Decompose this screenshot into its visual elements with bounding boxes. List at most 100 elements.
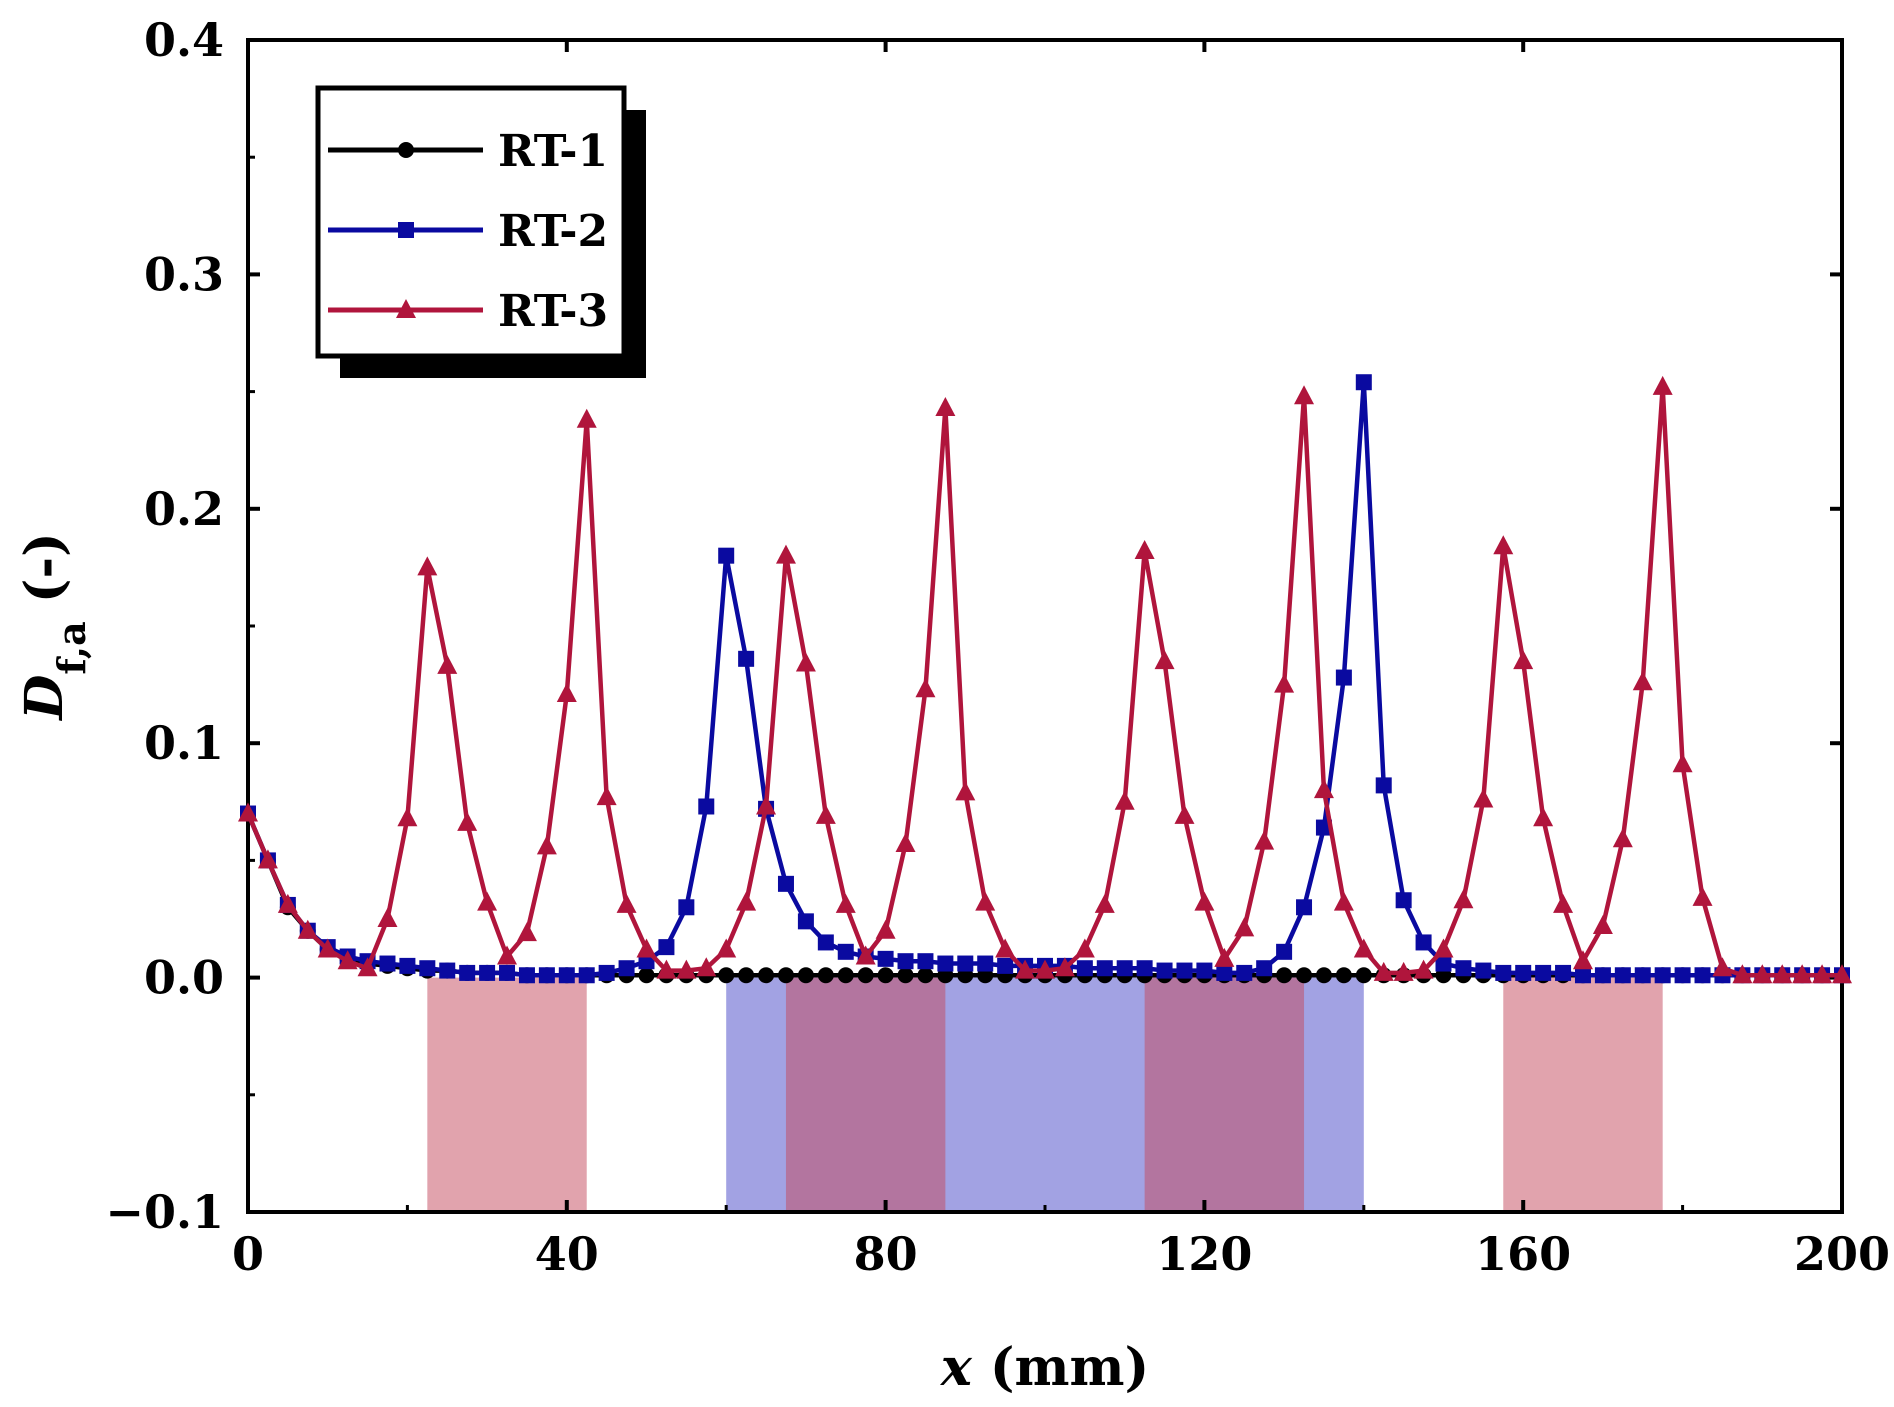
data-point-rt-2 [1156,962,1173,979]
data-point-rt-2 [1335,669,1352,686]
data-point-rt-3 [1652,375,1673,395]
data-point-rt-2 [997,957,1014,974]
data-point-rt-3 [277,893,298,913]
data-point-rt-2 [957,955,974,972]
data-point-rt-1 [1355,967,1372,984]
data-point-rt-3 [716,938,737,958]
data-point-rt-3 [1234,917,1255,937]
data-point-rt-3 [915,678,936,698]
data-point-rt-3 [238,802,258,822]
data-point-rt-2 [718,547,735,564]
data-point-rt-3 [1712,957,1733,977]
data-point-rt-2 [459,964,476,981]
data-point-rt-3 [377,908,398,927]
data-point-rt-3 [835,893,856,913]
data-point-rt-3 [1672,753,1693,773]
y-axis-title-unit: (-) [14,532,75,621]
data-point-rt-1 [777,967,794,984]
data-point-rt-3 [736,891,757,911]
data-point-rt-2 [1495,964,1512,981]
data-point-rt-3 [1035,959,1055,979]
data-point-rt-3 [955,781,976,801]
x-tick-label: 120 [1156,1227,1252,1281]
data-point-rt-3 [1054,957,1075,977]
y-tick-label: 0.0 [144,951,224,1005]
data-point-rt-2 [578,967,595,984]
data-point-rt-3 [815,804,836,824]
data-point-rt-3 [775,544,796,564]
data-point-rt-3 [756,795,777,815]
legend: RT-1 RT-2 RT-3 [315,85,646,378]
data-point-rt-2 [1196,962,1213,979]
data-point-rt-2 [1355,374,1372,391]
data-point-rt-3 [895,832,916,852]
data-point-rt-2 [1455,960,1472,977]
data-point-rt-1 [897,967,914,984]
data-point-rt-3 [1732,964,1753,984]
data-point-rt-2 [678,899,695,916]
data-point-rt-2 [1574,967,1591,984]
data-point-rt-1 [1315,967,1332,984]
series-line-rt-3 [245,384,1842,978]
x-tick-label: 40 [535,1227,599,1281]
y-axis-title-group: Df,a (-) [14,532,94,721]
y-tick-label: 0.1 [144,716,224,770]
data-point-rt-3 [417,556,438,576]
data-point-rt-2 [1555,964,1572,981]
data-point-rt-3 [397,807,418,827]
legend-marker-rt-2 [398,222,414,238]
data-point-rt-2 [518,967,535,984]
data-point-rt-2 [419,960,436,977]
shaded-band-rt-3-0 [427,977,587,1212]
data-point-rt-3 [257,849,278,869]
data-point-rt-2 [558,967,575,984]
data-point-rt-3 [1413,959,1434,979]
data-point-rt-3 [656,959,677,979]
shaded-band-rt-3-2 [1144,977,1305,1212]
data-point-rt-3 [1134,539,1155,559]
y-tick-label: 0.2 [144,482,224,536]
data-point-rt-3 [1194,891,1215,911]
data-point-rt-2 [698,798,715,815]
shaded-band-rt-3-1 [785,977,946,1212]
data-point-rt-3 [1074,938,1095,958]
data-point-rt-1 [837,967,854,984]
data-point-rt-3 [497,945,518,965]
data-point-rt-2 [1614,967,1631,984]
data-point-rt-1 [758,967,775,984]
data-point-rt-2 [1076,960,1093,977]
data-point-rt-3 [1274,673,1295,693]
data-point-rt-2 [1415,934,1432,951]
data-point-rt-2 [877,950,894,967]
data-point-rt-2 [598,964,615,981]
data-point-rt-3 [855,945,876,965]
data-point-rt-1 [857,967,874,984]
data-point-rt-3 [556,682,577,702]
data-point-rt-2 [1634,967,1651,984]
data-point-rt-2 [738,650,755,667]
data-point-rt-1 [917,967,934,984]
data-point-rt-3 [1533,807,1554,827]
data-point-rt-3 [1373,961,1394,981]
data-point-rt-2 [1375,777,1392,794]
data-point-rt-3 [1433,938,1454,958]
data-point-rt-3 [576,408,597,428]
data-point-rt-3 [437,654,458,674]
data-point-rt-3 [676,959,697,979]
data-point-rt-3 [616,893,637,913]
data-point-rt-2 [1395,892,1412,909]
data-point-rt-3 [1214,947,1235,967]
legend-marker-rt-1 [398,142,414,158]
data-point-rt-2 [797,913,814,930]
data-point-rt-2 [1694,967,1711,984]
data-point-rt-3 [1832,964,1852,984]
data-point-rt-3 [1453,889,1474,909]
data-point-rt-2 [817,934,834,951]
legend-label-rt-3: RT-3 [498,286,608,337]
data-point-rt-2 [658,939,675,956]
data-point-rt-1 [1335,967,1352,984]
data-point-rt-3 [1154,650,1175,670]
data-point-rt-3 [1353,938,1374,958]
data-point-rt-2 [538,967,555,984]
